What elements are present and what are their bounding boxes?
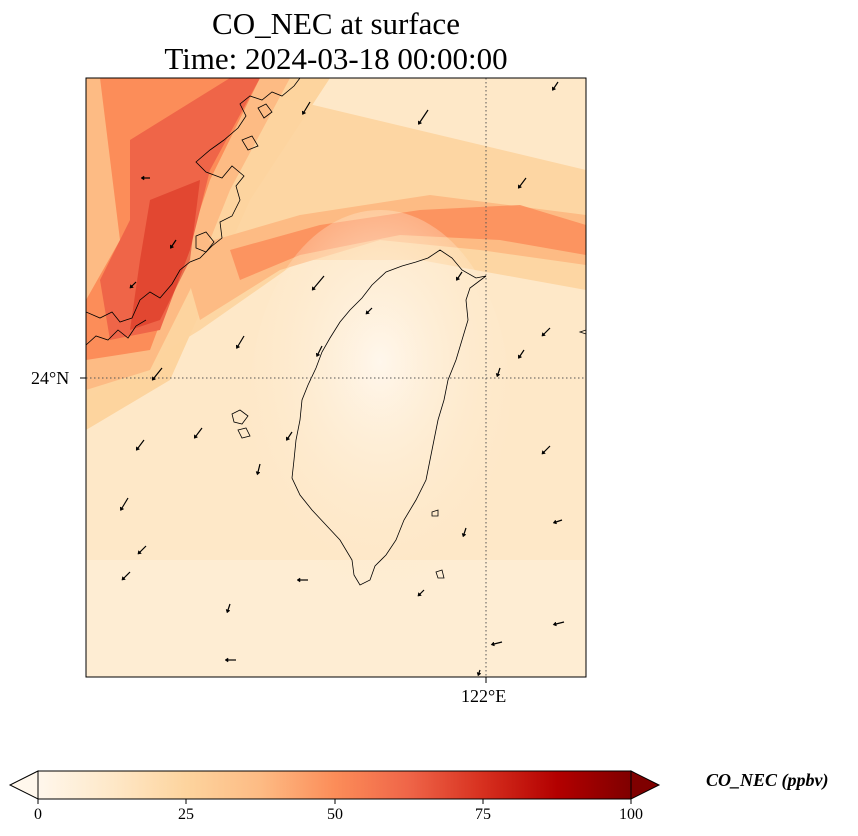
wind-arrow <box>303 101 311 113</box>
wind-arrow-head <box>541 450 546 455</box>
colorbar-max-extend <box>630 770 661 800</box>
wind-arrow-head <box>456 276 461 281</box>
wind-arrow <box>457 271 463 279</box>
colorbar-tick-label: 100 <box>619 806 643 823</box>
wind-arrow <box>121 497 129 509</box>
wind-arrow-head <box>151 376 157 381</box>
wind-arrow-head <box>121 576 126 581</box>
wind-arrow <box>543 445 551 453</box>
wind-arrow <box>123 571 131 579</box>
wind-arrow-head <box>120 506 125 511</box>
wind-arrow-head <box>135 446 141 451</box>
map-canvas <box>80 77 587 683</box>
map-title-line2: Time: 2024-03-18 00:00:00 <box>164 41 508 76</box>
wind-arrow <box>131 281 137 287</box>
wind-arrow-head <box>286 436 291 441</box>
wind-arrow <box>493 641 503 645</box>
wind-arrow-head <box>224 657 229 663</box>
wind-arrow <box>139 545 147 553</box>
wind-arrow <box>463 527 467 535</box>
wind-arrow-head <box>495 372 501 378</box>
wind-arrow <box>257 463 261 473</box>
wind-arrow <box>555 621 565 625</box>
wind-arrow-head <box>129 284 134 289</box>
gridlines <box>86 78 586 677</box>
wind-arrow-head <box>518 354 523 359</box>
wind-arrow-head <box>461 532 467 538</box>
wind-arrow-head <box>296 577 301 583</box>
wind-arrow <box>137 439 145 449</box>
wind-arrow-head <box>418 120 423 125</box>
wind-arrow <box>478 669 481 674</box>
wind-arrow-head <box>137 550 142 555</box>
wind-arrow <box>227 603 231 611</box>
wind-arrow-head <box>170 244 175 249</box>
wind-arrow <box>171 239 177 247</box>
wind-arrow <box>317 345 323 355</box>
wind-arrow-head <box>417 592 422 597</box>
wind-vectors <box>120 81 565 677</box>
wind-arrow <box>237 335 245 347</box>
wind-arrow-head <box>541 332 546 337</box>
wind-arrow-head <box>302 110 307 115</box>
wind-arrow <box>553 81 559 89</box>
wind-arrow <box>419 109 429 123</box>
wind-arrow-head <box>476 671 482 677</box>
colorbar <box>8 770 661 804</box>
map-title-line1: CO_NEC at surface <box>212 6 460 41</box>
wind-arrow-head <box>193 434 199 439</box>
wind-arrow <box>543 327 551 335</box>
wind-arrow-head <box>315 352 321 358</box>
longitude-label: 122°E <box>461 686 507 706</box>
wind-arrow-head <box>140 175 145 181</box>
wind-arrow <box>497 367 501 375</box>
wind-arrow-head <box>236 344 241 349</box>
colorbar-tick-label: 25 <box>178 806 194 823</box>
wind-arrow <box>519 177 527 187</box>
china-coastline <box>86 78 301 323</box>
wind-arrow <box>555 519 563 523</box>
wind-arrow-head <box>225 608 231 614</box>
latitude-label: 24°N <box>31 368 70 388</box>
wind-arrow-head <box>255 471 261 476</box>
wind-arrow-head <box>552 86 557 91</box>
wind-arrow <box>153 367 163 379</box>
colorbar-gradient <box>37 770 632 800</box>
colorbar-min-extend <box>8 770 39 800</box>
wind-arrow <box>367 307 373 313</box>
colorbar-tick-label: 0 <box>34 806 42 823</box>
coastlines <box>86 78 586 586</box>
wind-arrow-head <box>490 641 495 647</box>
wind-arrow <box>195 427 203 437</box>
wind-arrow <box>287 431 293 439</box>
wind-arrow-head <box>517 184 523 189</box>
wind-arrow-head <box>311 286 317 291</box>
colorbar-title: CO_NEC (ppbv) <box>706 770 829 790</box>
wind-arrow-head <box>365 310 370 315</box>
colorbar-tick-label: 50 <box>327 806 343 823</box>
colorbar-tick-label: 75 <box>475 806 491 823</box>
colorbar-ticks <box>37 799 632 804</box>
wind-arrow <box>419 589 425 595</box>
wind-arrow <box>313 275 325 289</box>
wind-arrow-head <box>552 519 558 525</box>
wind-arrow <box>519 349 525 357</box>
taiwan-coastline <box>291 249 487 586</box>
wind-arrow-head <box>552 621 557 627</box>
